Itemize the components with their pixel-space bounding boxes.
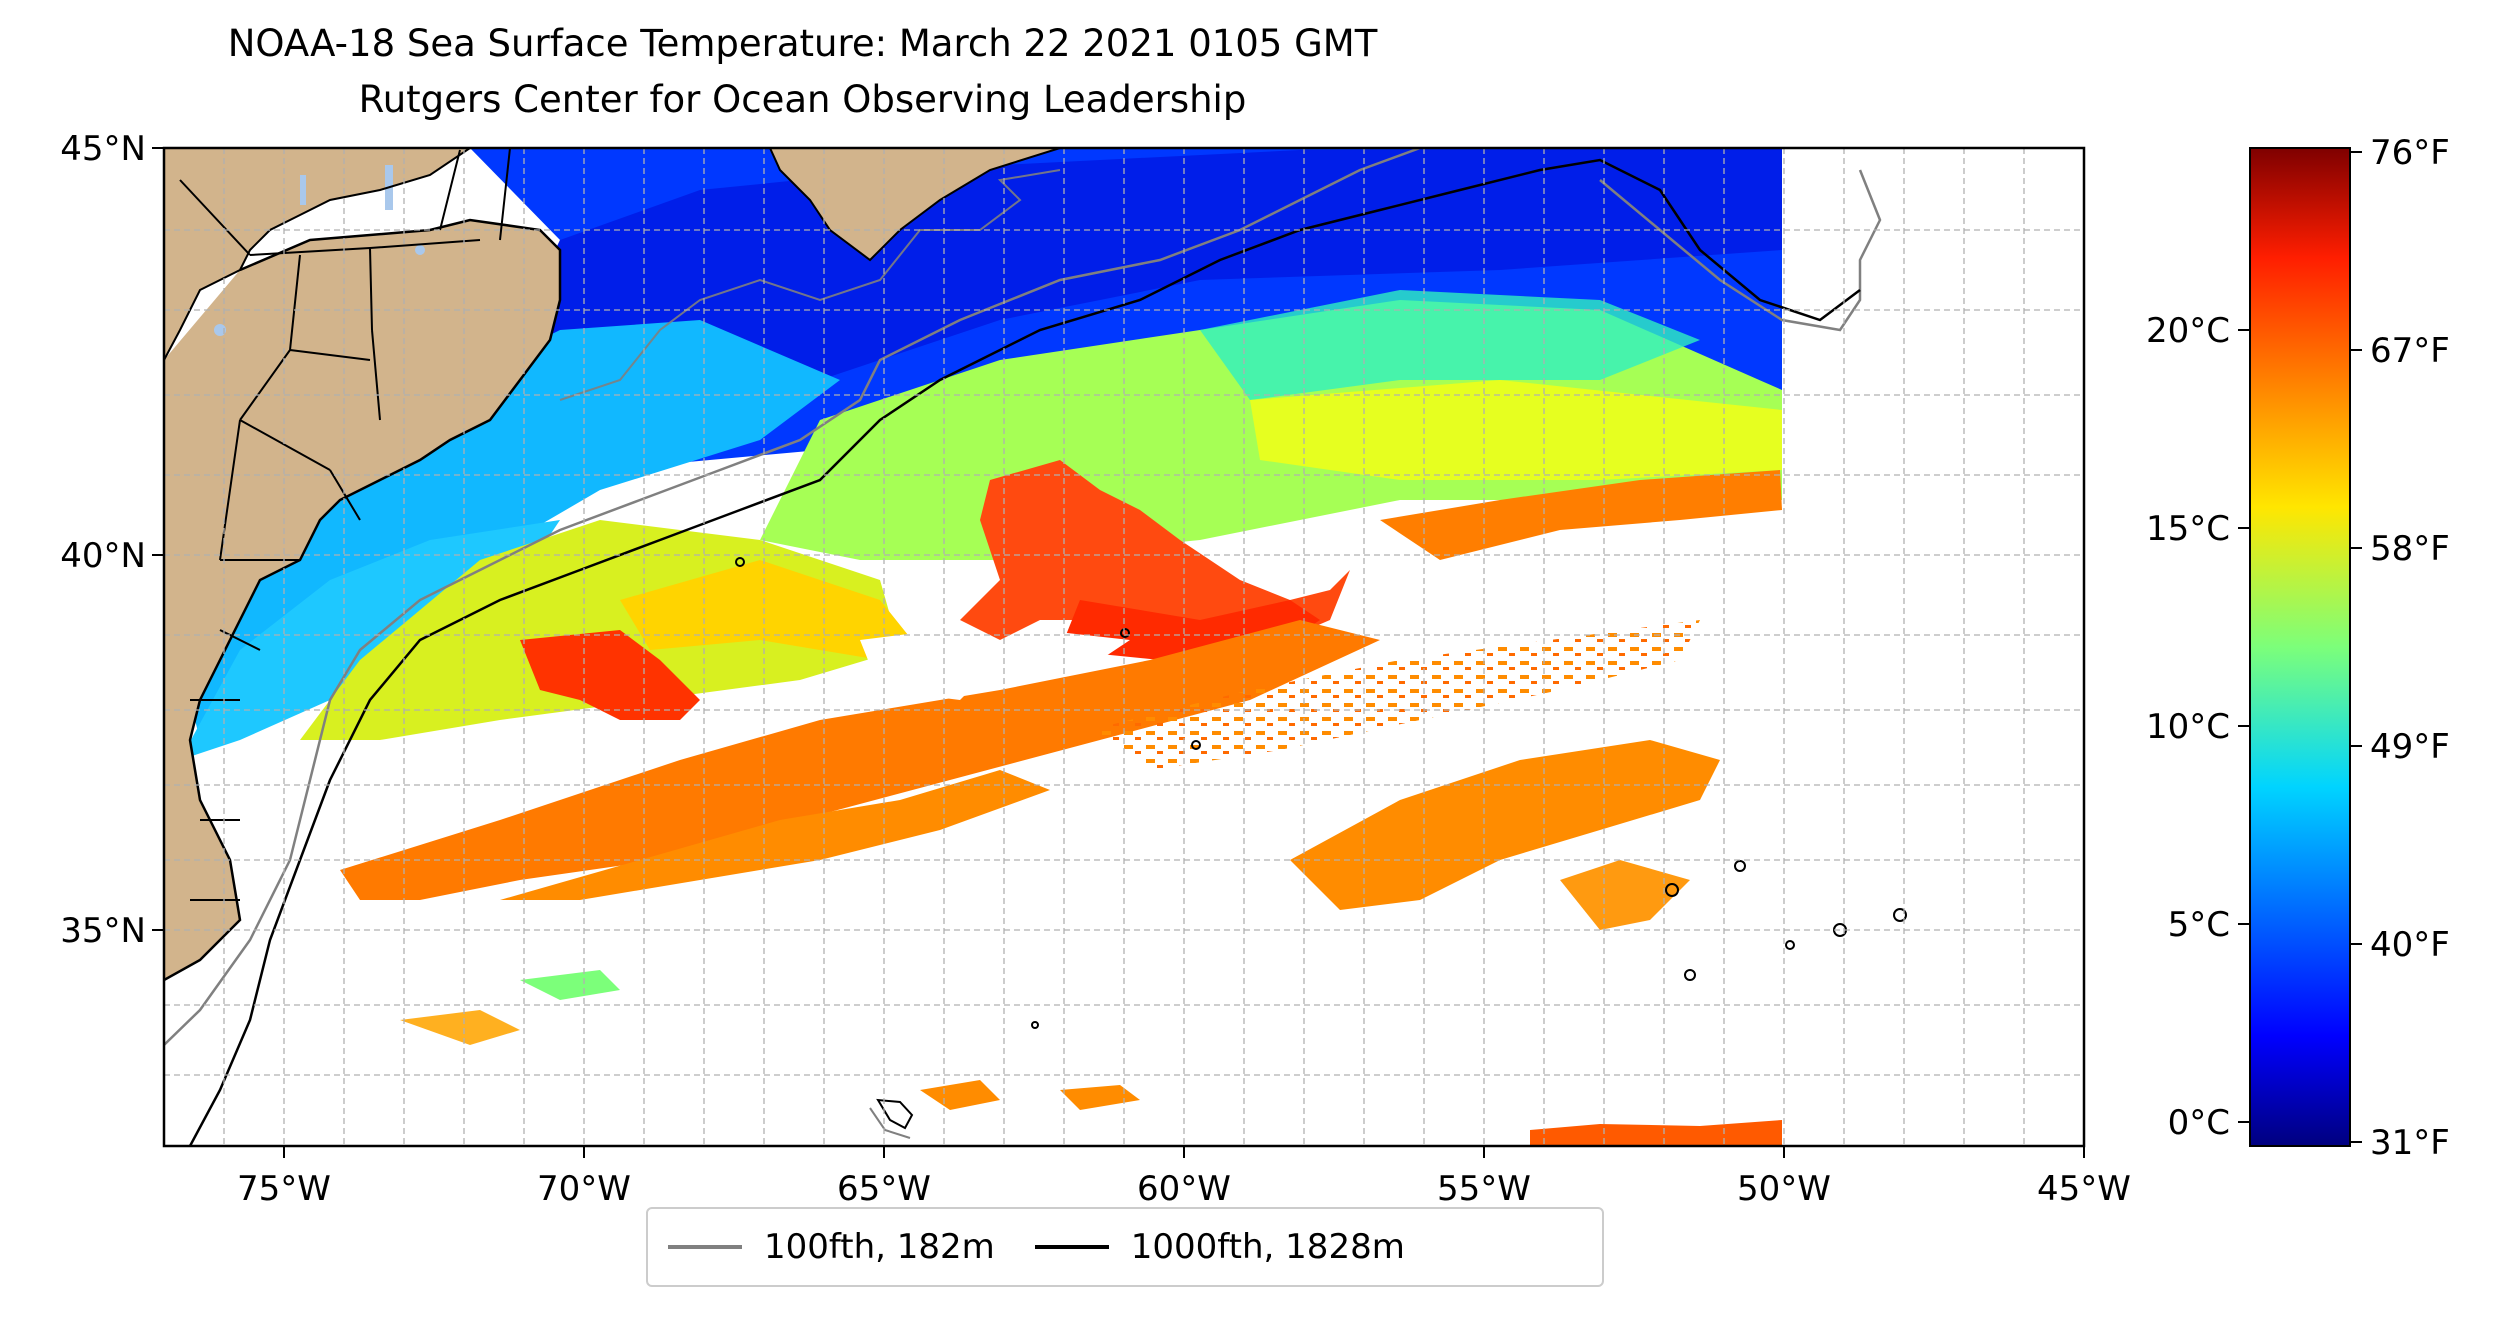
lon-tick-label: 75°W bbox=[237, 1169, 331, 1209]
legend-label: 1000fth, 1828m bbox=[1130, 1227, 1405, 1267]
colorbar-celsius-label: 0°C bbox=[2168, 1103, 2230, 1143]
land bbox=[164, 148, 1061, 982]
lat-tick-label: 40°N bbox=[60, 536, 146, 576]
map-frame bbox=[162, 146, 2086, 1148]
lon-tick-label: 65°W bbox=[837, 1169, 931, 1209]
colorbar-celsius-label: 10°C bbox=[2146, 707, 2230, 747]
lon-tick-label: 60°W bbox=[1137, 1169, 1231, 1209]
legend-line-gray bbox=[668, 1245, 742, 1249]
legend: 100fth, 182m 1000fth, 1828m bbox=[646, 1207, 1604, 1287]
bathymetry-contours bbox=[164, 148, 1907, 1146]
colorbar-celsius-label: 15°C bbox=[2146, 509, 2230, 549]
lon-tick-label: 70°W bbox=[537, 1169, 631, 1209]
colorbar-fahrenheit-label: 40°F bbox=[2370, 925, 2450, 965]
colorbar-fahrenheit-label: 76°F bbox=[2370, 133, 2450, 173]
legend-line-black bbox=[1034, 1245, 1109, 1249]
map-title: NOAA-18 Sea Surface Temperature: March 2… bbox=[227, 22, 1378, 65]
lon-tick-label: 55°W bbox=[1437, 1169, 1531, 1209]
legend-label: 100fth, 182m bbox=[764, 1227, 995, 1267]
colorbar-fahrenheit-label: 49°F bbox=[2370, 727, 2450, 767]
legend-item-100fth: 100fth, 182m bbox=[668, 1227, 995, 1267]
map-subtitle: Rutgers Center for Ocean Observing Leade… bbox=[358, 78, 1247, 121]
colorbar-fahrenheit-label: 58°F bbox=[2370, 529, 2450, 569]
lat-tick-label: 45°N bbox=[60, 129, 146, 169]
lat-tick-label: 35°N bbox=[60, 911, 146, 951]
legend-item-1000fth: 1000fth, 1828m bbox=[1034, 1227, 1405, 1267]
colorbar bbox=[2249, 147, 2351, 1147]
colorbar-celsius-label: 5°C bbox=[2168, 905, 2230, 945]
lon-tick-label: 45°W bbox=[2037, 1169, 2131, 1209]
colorbar-celsius-label: 20°C bbox=[2146, 311, 2230, 351]
gridlines bbox=[164, 148, 2084, 1146]
colorbar-fahrenheit-label: 67°F bbox=[2370, 331, 2450, 371]
colorbar-fahrenheit-label: 31°F bbox=[2370, 1123, 2450, 1163]
sst-field bbox=[180, 148, 2084, 1146]
lon-tick-label: 50°W bbox=[1737, 1169, 1831, 1209]
